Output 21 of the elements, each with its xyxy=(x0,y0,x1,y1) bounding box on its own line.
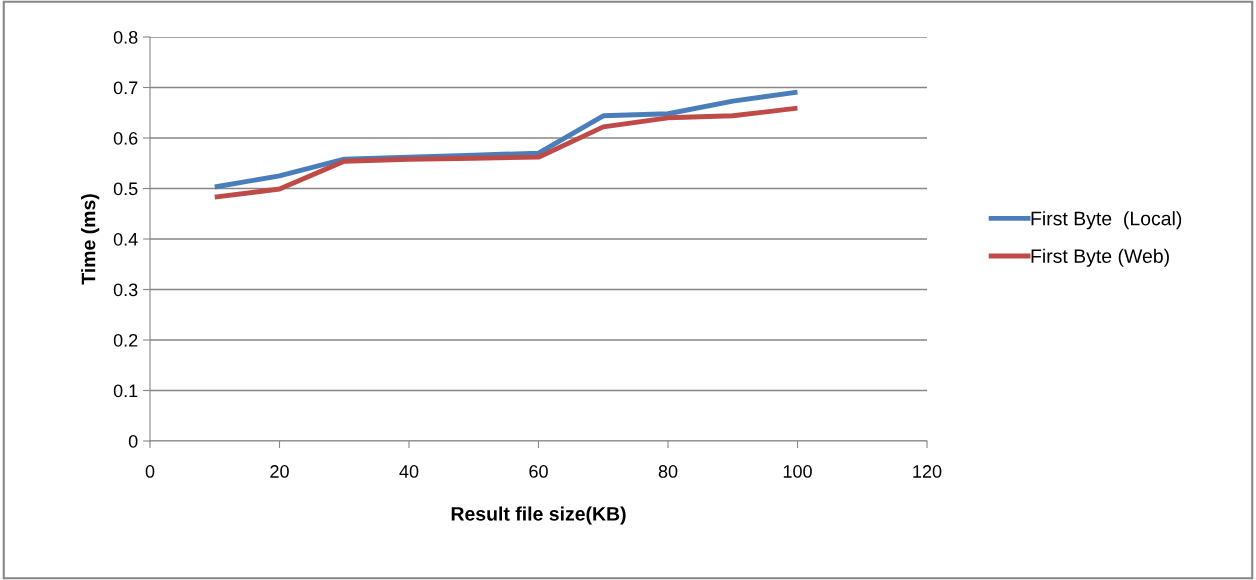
x-axis-title: Result file size(KB) xyxy=(451,506,626,525)
y-tick-label: 0.7 xyxy=(113,81,138,95)
y-tick-label: 0.2 xyxy=(113,333,138,347)
x-tick-label: 80 xyxy=(658,465,678,478)
y-tick-label: 0.6 xyxy=(113,131,138,145)
x-tick-label: 60 xyxy=(529,465,548,478)
y-tick-label: 0 xyxy=(128,434,138,448)
x-tick-label: 120 xyxy=(913,465,942,478)
y-tick-label: 0.3 xyxy=(113,283,138,297)
x-tick-label: 100 xyxy=(783,465,812,478)
legend-label: First Byte (Local) xyxy=(1031,211,1182,230)
x-tick-label: 40 xyxy=(399,465,419,478)
y-tick-label: 0.8 xyxy=(113,30,138,44)
y-tick-label: 0.4 xyxy=(113,232,138,246)
x-tick-label: 0 xyxy=(145,465,155,478)
line-series xyxy=(212,105,800,200)
y-axis-title: Time (ms) xyxy=(81,194,100,285)
x-tick-label: 20 xyxy=(270,465,289,478)
y-tick-label: 0.1 xyxy=(113,384,138,398)
y-tick-label: 0.5 xyxy=(113,182,138,196)
legend-label: First Byte (Web) xyxy=(1031,248,1169,267)
